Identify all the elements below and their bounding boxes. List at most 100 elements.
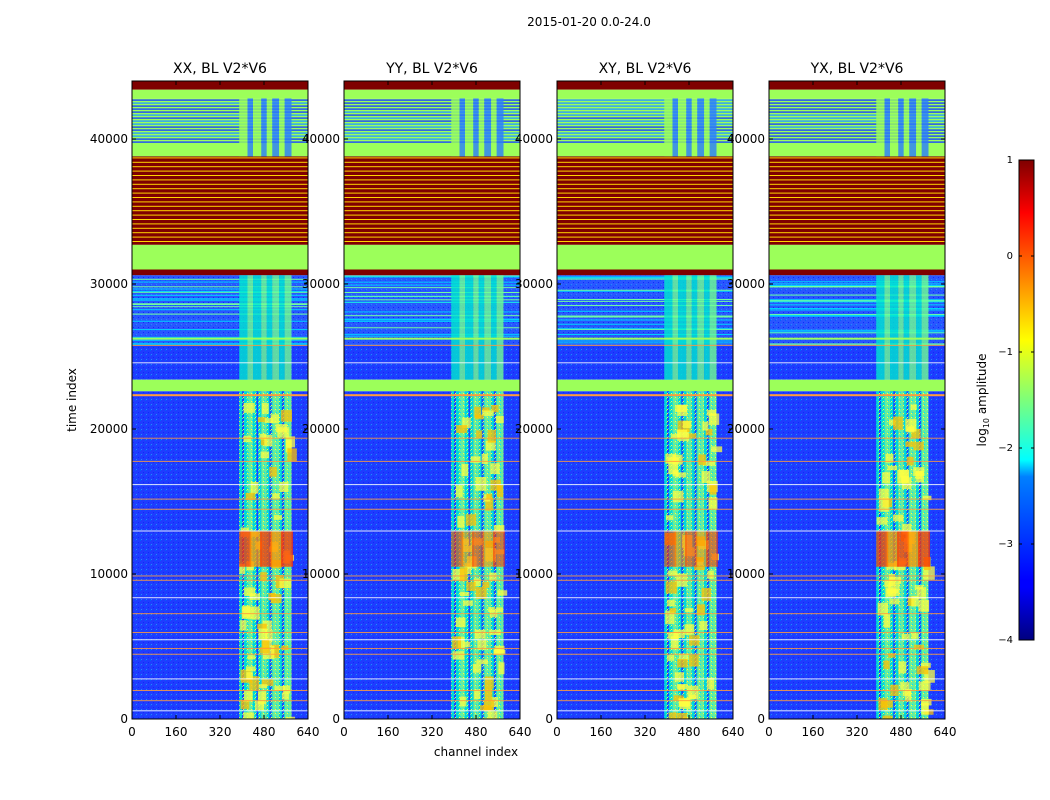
stripe-line (557, 126, 733, 128)
flag-line (132, 344, 308, 346)
flag-stripe (132, 205, 308, 207)
y-tick-label: 10000 (515, 567, 553, 581)
signal-column (691, 98, 698, 157)
stripe-line (344, 102, 520, 104)
noise-line (769, 304, 945, 306)
x-tick-label: 320 (421, 725, 444, 739)
noise-line (344, 333, 520, 335)
x-tick-label: 480 (678, 725, 701, 739)
y-tick-label: 10000 (727, 567, 765, 581)
signal-patch (668, 712, 677, 719)
flag-stripe (557, 236, 733, 238)
signal-patch (665, 581, 677, 594)
strong-region (249, 530, 262, 567)
flag-stripe (132, 241, 308, 242)
noise-line (557, 310, 733, 312)
signal-column (678, 98, 687, 157)
noise-line (769, 332, 945, 334)
flag-line (344, 597, 520, 599)
signal-patch (281, 692, 290, 700)
signal-column (686, 98, 692, 157)
signal-column (272, 275, 280, 345)
flag-stripe (769, 214, 945, 216)
signal-patch (466, 581, 476, 591)
signal-column (266, 98, 273, 157)
noise-line (557, 328, 733, 330)
flag-stripe (344, 205, 520, 207)
signal-patch (914, 644, 924, 650)
strong-region (239, 530, 252, 567)
flag-line (769, 362, 945, 364)
signal-patch (482, 581, 490, 588)
flag-line (344, 460, 520, 462)
strong-region (451, 530, 464, 567)
flag-line (344, 639, 520, 641)
signal-patch (678, 698, 689, 707)
flag-line (132, 613, 308, 615)
stripe-line (557, 120, 733, 122)
flag-stripe (344, 179, 520, 181)
colorbar-tick-label: 0 (1007, 251, 1013, 262)
flag-stripe (557, 219, 733, 220)
panel-2: YY, BL V2*V6 0 160 320 480 640 0 10000 20000 3000… (302, 61, 532, 739)
signal-patch (282, 685, 291, 694)
flag-stripe (557, 192, 733, 194)
stripe-line (132, 141, 308, 143)
flag-line (557, 508, 733, 510)
signal-patch (259, 647, 270, 654)
signal-column (916, 275, 922, 345)
stripe-line (557, 105, 733, 107)
x-tick-label: 640 (509, 725, 532, 739)
x-tick-label: 320 (846, 725, 869, 739)
signal-column (247, 98, 253, 157)
flag-stripe (132, 219, 308, 220)
signal-patch (264, 434, 273, 447)
strong-region (918, 530, 931, 567)
flag-line (557, 700, 733, 702)
signal-patch (674, 672, 685, 682)
flag-line (344, 579, 520, 581)
flag-line (344, 484, 520, 486)
signal-patch (667, 570, 678, 576)
flag-stripe (132, 170, 308, 172)
signal-patch (475, 587, 487, 600)
noise-line (557, 319, 733, 321)
stripe-line (344, 132, 520, 134)
signal-patch (668, 462, 679, 475)
noise-line (344, 276, 520, 278)
strong-region (472, 530, 485, 567)
flag-stripe (132, 223, 308, 225)
y-axis-label: time index (65, 368, 79, 432)
flag-stripe (557, 197, 733, 198)
signal-patch (474, 689, 481, 700)
signal-patch (495, 607, 503, 613)
signal-patch (281, 645, 289, 651)
signal-column (247, 275, 253, 345)
stripe-line (132, 105, 308, 107)
signal-patch (708, 413, 720, 425)
flag-line (132, 575, 308, 577)
band-flag_dark (769, 269, 945, 276)
flag-line (344, 647, 520, 649)
signal-patch (239, 563, 246, 574)
noise-line (344, 319, 520, 321)
signal-patch (498, 662, 505, 675)
signal-patch (463, 600, 473, 606)
flag-stripe (344, 214, 520, 216)
signal-patch (475, 414, 484, 420)
colorbar-tick-label: 1 (1007, 155, 1013, 166)
noise-line (557, 305, 733, 307)
signal-patch (490, 463, 500, 474)
flag-line (132, 362, 308, 364)
colorbar-label-suffix: amplitude (975, 354, 989, 418)
flag-stripe (769, 170, 945, 172)
signal-column (459, 275, 465, 345)
y-tick-label: 10000 (90, 567, 128, 581)
signal-patch (703, 460, 716, 466)
signal-patch (666, 515, 674, 521)
signal-patch (888, 419, 896, 426)
noise-line (344, 320, 520, 322)
signal-patch (490, 479, 501, 491)
y-tick-label: 30000 (515, 277, 553, 291)
flag-line (132, 678, 308, 680)
